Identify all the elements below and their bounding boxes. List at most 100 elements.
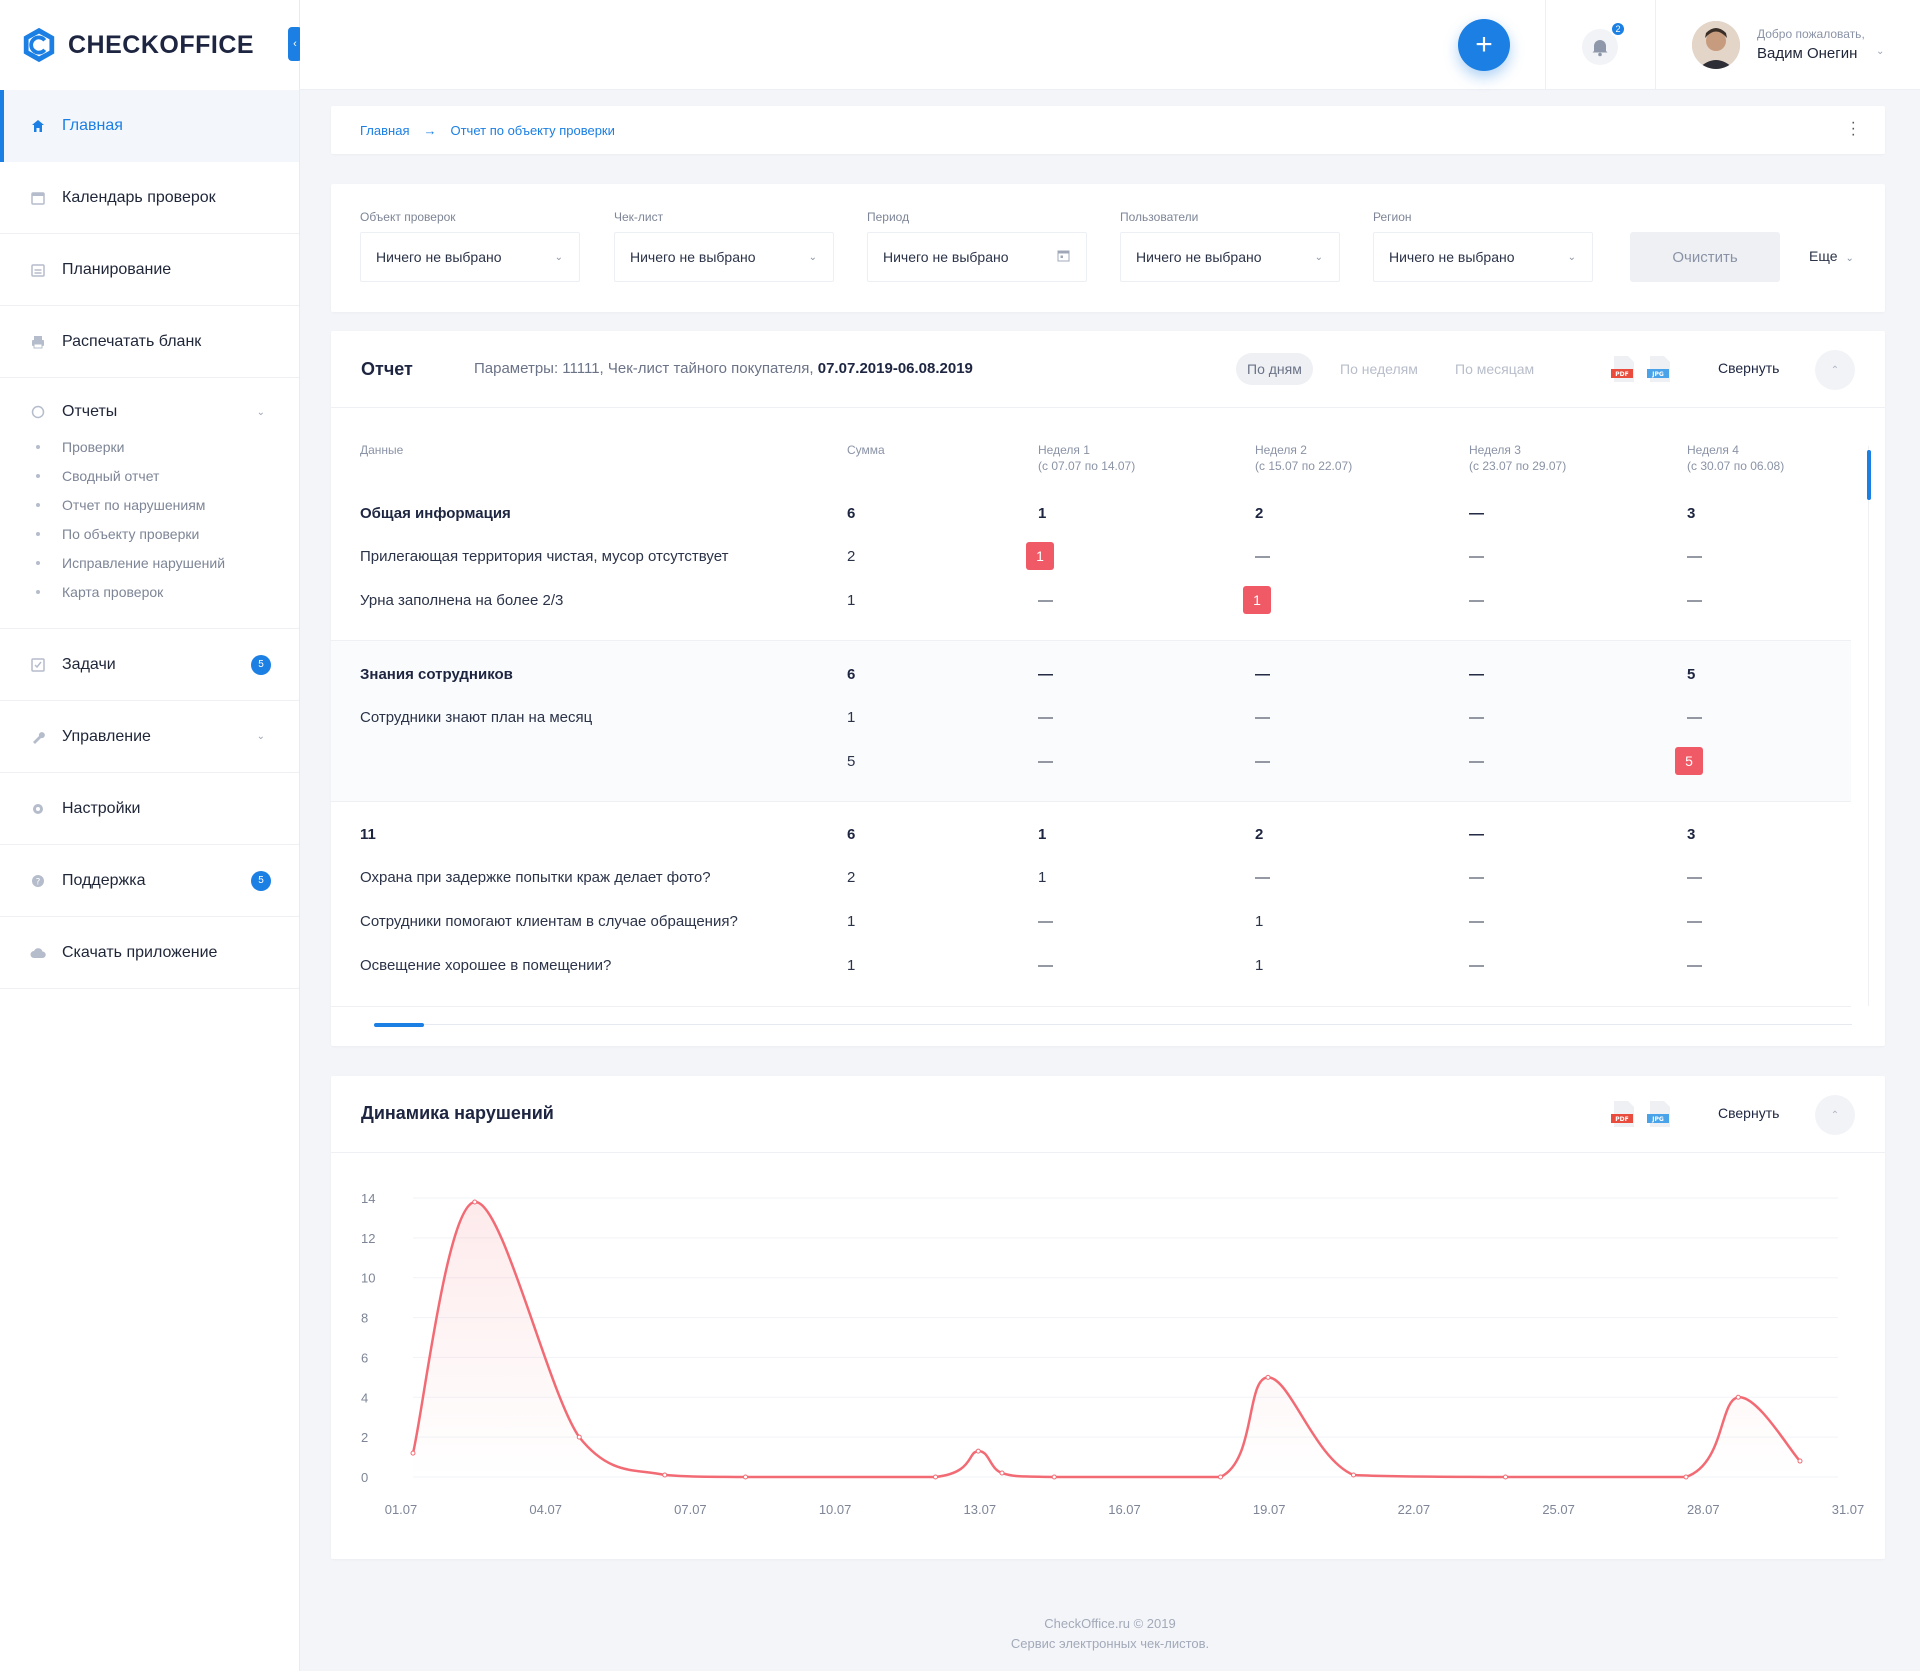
column-header-sum: Сумма [847, 443, 885, 457]
row-sum: 6 [847, 826, 856, 843]
more-filters-button[interactable]: Еще ⌄ [1809, 248, 1854, 264]
filter-checklist-select[interactable]: Ничего не выбрано ⌄ [614, 232, 834, 282]
sidebar-item-tasks[interactable]: Задачи 5 [0, 629, 299, 701]
clear-filters-button[interactable]: Очистить [1630, 232, 1780, 282]
chevron-up-icon[interactable]: ⌃ [1815, 350, 1855, 390]
collapse-report-button[interactable]: Свернуть [1718, 360, 1780, 376]
row-week-4: — [1687, 548, 1702, 565]
segment-by-days[interactable]: По дням [1236, 353, 1313, 385]
row-week-3: — [1469, 505, 1484, 522]
collapse-chart-button[interactable]: Свернуть [1718, 1105, 1780, 1121]
filter-region: Регион Ничего не выбрано ⌄ [1373, 210, 1593, 282]
violation-flag[interactable]: 1 [1026, 542, 1054, 570]
user-name[interactable]: Вадим Онегин [1757, 45, 1858, 62]
avatar[interactable] [1692, 21, 1740, 69]
sidebar-subitem-map[interactable]: Карта проверок [0, 577, 299, 606]
divider [331, 801, 1851, 802]
data-point [472, 1199, 478, 1205]
logo[interactable]: CHECKOFFICE [0, 0, 299, 90]
row-sum: 1 [847, 913, 856, 930]
filter-label: Период [867, 210, 910, 224]
sidebar-subitem-by-object[interactable]: По объекту проверки [0, 519, 299, 548]
row-week-2: — [1255, 709, 1270, 726]
sidebar-item-settings[interactable]: Настройки [0, 773, 299, 845]
filter-value: Ничего не выбрано [630, 249, 756, 265]
jpg-export-icon[interactable]: JPG [1646, 355, 1672, 383]
series-line [411, 1200, 1801, 1479]
chevron-down-icon: ⌄ [554, 251, 563, 263]
jpg-export-icon[interactable]: JPG [1646, 1100, 1672, 1128]
top-header: + 2 Добро пожаловать, Вадим Онегин ⌄ [300, 0, 1920, 90]
data-point [662, 1472, 668, 1478]
report-params: Параметры: 11111, Чек-лист тайного покуп… [474, 360, 973, 377]
chevron-down-icon[interactable]: ⌄ [1876, 46, 1885, 57]
violation-flag[interactable]: 5 [1675, 747, 1703, 775]
logo-icon [23, 27, 55, 63]
row-label: Освещение хорошее в помещении? [360, 957, 612, 974]
filter-period-select[interactable]: Ничего не выбрано [867, 232, 1087, 282]
chevron-down-icon: ⌄ [1845, 253, 1854, 264]
sidebar-item-home[interactable]: Главная [0, 90, 299, 162]
pdf-export-icon[interactable]: PDF [1610, 355, 1636, 383]
sidebar-item-print[interactable]: Распечатать бланк [0, 306, 299, 378]
notifications-button[interactable] [1580, 29, 1620, 65]
sidebar-item-support[interactable]: ? Поддержка 5 [0, 845, 299, 917]
sidebar-subitem-violations[interactable]: Отчет по нарушениям [0, 490, 299, 519]
chevron-left-icon: ‹ [293, 38, 297, 50]
brand-name: CHECKOFFICE [68, 30, 255, 59]
horizontal-scrollbar[interactable] [374, 1023, 424, 1027]
add-button[interactable]: + [1458, 19, 1510, 71]
segment-by-months[interactable]: По месяцам [1455, 361, 1535, 377]
calendar-icon [1057, 249, 1070, 265]
series-area [413, 1201, 1800, 1477]
row-week-4: — [1687, 709, 1702, 726]
sidebar-item-management[interactable]: Управление ⌄ [0, 701, 299, 773]
row-week-3: — [1469, 592, 1484, 609]
report-panel: Отчет Параметры: 11111, Чек-лист тайного… [331, 331, 1885, 1046]
row-week-3: — [1469, 826, 1484, 843]
sidebar-subitem-summary[interactable]: Сводный отчет [0, 461, 299, 490]
y-tick-label: 6 [361, 1350, 368, 1365]
more-vertical-icon[interactable]: · · · [1850, 114, 1856, 143]
sidebar-collapse-button[interactable]: ‹ [288, 27, 302, 61]
sidebar-subitem-corrections[interactable]: Исправление нарушений [0, 548, 299, 577]
svg-text:PDF: PDF [1615, 1116, 1628, 1123]
chevron-down-icon: ⌄ [1314, 251, 1323, 263]
sidebar-group-reports: Отчеты ⌄ Проверки Сводный отчет Отчет по… [0, 378, 299, 629]
y-tick-label: 14 [361, 1191, 375, 1206]
breadcrumb-current[interactable]: Отчет по объекту проверки [450, 122, 615, 138]
segment-by-weeks[interactable]: По неделям [1340, 361, 1418, 377]
chevron-down-icon: ⌄ [1567, 251, 1576, 263]
filter-label: Чек-лист [614, 210, 664, 224]
data-point [1503, 1474, 1508, 1480]
filter-object: Объект проверок Ничего не выбрано ⌄ [360, 210, 580, 282]
sidebar-item-reports[interactable]: Отчеты ⌄ [0, 378, 299, 446]
breadcrumb-home[interactable]: Главная [360, 122, 410, 138]
sidebar-item-calendar[interactable]: Календарь проверок [0, 162, 299, 234]
row-week-2: — [1255, 753, 1270, 770]
sidebar-subitem-checks[interactable]: Проверки [0, 432, 299, 461]
filters-panel: Объект проверок Ничего не выбрано ⌄ Чек-… [331, 184, 1885, 312]
data-point [1051, 1474, 1057, 1480]
arrow-right-icon: → [423, 122, 437, 138]
x-tick-label: 25.07 [1542, 1502, 1575, 1517]
sidebar-item-label: Календарь проверок [62, 188, 216, 206]
sidebar-item-planning[interactable]: Планирование [0, 234, 299, 306]
filter-region-select[interactable]: Ничего не выбрано ⌄ [1373, 232, 1593, 282]
week-range: (с 23.07 по 29.07) [1469, 459, 1567, 473]
row-week-4: — [1687, 869, 1702, 886]
violation-flag[interactable]: 1 [1243, 586, 1271, 614]
pdf-export-icon[interactable]: PDF [1610, 1100, 1636, 1128]
planning-icon [30, 262, 46, 278]
x-tick-label: 10.07 [819, 1502, 852, 1517]
filter-users-select[interactable]: Ничего не выбрано ⌄ [1120, 232, 1340, 282]
sidebar-item-download[interactable]: Скачать приложение [0, 917, 299, 989]
row-label: Сотрудники помогают клиентам в случае об… [360, 913, 738, 930]
chevron-up-icon[interactable]: ⌃ [1815, 1095, 1855, 1135]
row-week-1: 1 [1038, 869, 1047, 886]
row-week-3: — [1469, 753, 1484, 770]
vertical-scrollbar[interactable] [1867, 450, 1871, 500]
table-row: Урна заполнена на более 2/3 1 — 1 — — [331, 580, 1851, 624]
filter-object-select[interactable]: Ничего не выбрано ⌄ [360, 232, 580, 282]
footer-tagline: Сервис электронных чек-листов. [1010, 1636, 1210, 1651]
